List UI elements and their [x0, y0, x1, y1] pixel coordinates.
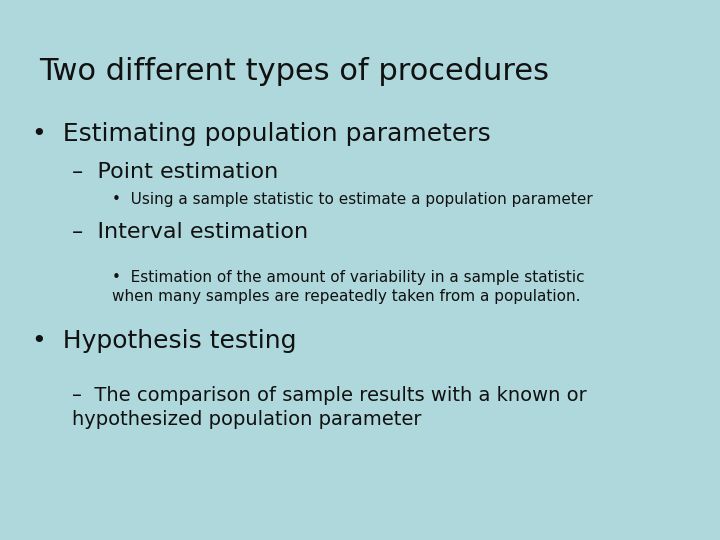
- Text: •  Estimating population parameters: • Estimating population parameters: [32, 122, 491, 145]
- Text: •  Hypothesis testing: • Hypothesis testing: [32, 329, 297, 353]
- Text: –  The comparison of sample results with a known or
hypothesized population para: – The comparison of sample results with …: [72, 386, 587, 429]
- Text: Two different types of procedures: Two different types of procedures: [40, 57, 549, 86]
- Text: •  Using a sample statistic to estimate a population parameter: • Using a sample statistic to estimate a…: [112, 192, 593, 207]
- Text: •  Estimation of the amount of variability in a sample statistic
when many sampl: • Estimation of the amount of variabilit…: [112, 270, 584, 304]
- Text: –  Point estimation: – Point estimation: [72, 162, 278, 182]
- Text: –  Interval estimation: – Interval estimation: [72, 222, 308, 242]
